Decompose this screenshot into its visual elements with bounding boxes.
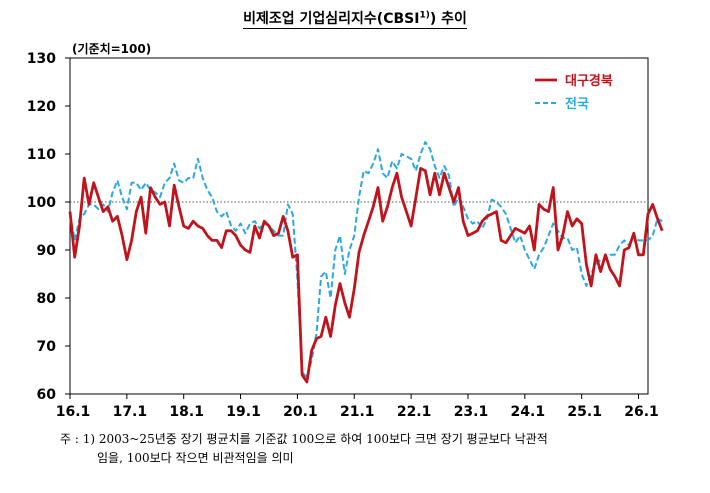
footnote: 주 : 1) 2003~25년중 장기 평균치를 기준값 100으로 하여 10… [60,430,548,468]
footnote-line-1: 주 : 1) 2003~25년중 장기 평균치를 기준값 100으로 하여 10… [60,432,548,446]
plot-frame [69,57,649,395]
y-tick-label: 70 [37,339,57,355]
series-line-regional [68,166,664,384]
y-tick-label: 100 [27,195,56,211]
x-tick-label: 26.1 [624,404,659,420]
legend-label: 전국 [565,96,589,112]
y-tick-label: 80 [37,291,57,307]
chart-title-footnote-mark: 1) [419,10,430,21]
y-tick-label: 110 [27,147,56,163]
y-tick-label: 60 [37,387,57,403]
x-tick-label: 22.1 [397,404,432,420]
x-tick-label: 25.1 [567,404,602,420]
chart-title: 비제조업 기업심리지수(CBSI1)) 추이 [0,8,710,29]
x-tick-label: 16.1 [56,404,91,420]
x-tick-label: 23.1 [454,404,489,420]
chart-title-main: 비제조업 기업심리지수(CBSI [243,11,420,27]
chart-title-end: ) 추이 [429,11,467,27]
x-tick-label: 18.1 [169,404,204,420]
x-tick-label: 21.1 [340,404,375,420]
y-tick-label: 90 [37,243,57,259]
y-axis-unit: (기준치=100) [72,42,152,56]
x-tick-label: 17.1 [113,404,148,420]
series-line-national [69,141,663,379]
y-tick-label: 130 [27,51,56,67]
x-tick-label: 19.1 [226,404,261,420]
y-tick-label: 120 [27,99,56,115]
footnote-line-2: 임을, 100보다 작으면 비관적임을 의미 [97,451,294,465]
legend-label: 대구경북 [565,73,613,89]
x-tick-label: 24.1 [511,404,546,420]
x-tick-label: 20.1 [283,404,318,420]
